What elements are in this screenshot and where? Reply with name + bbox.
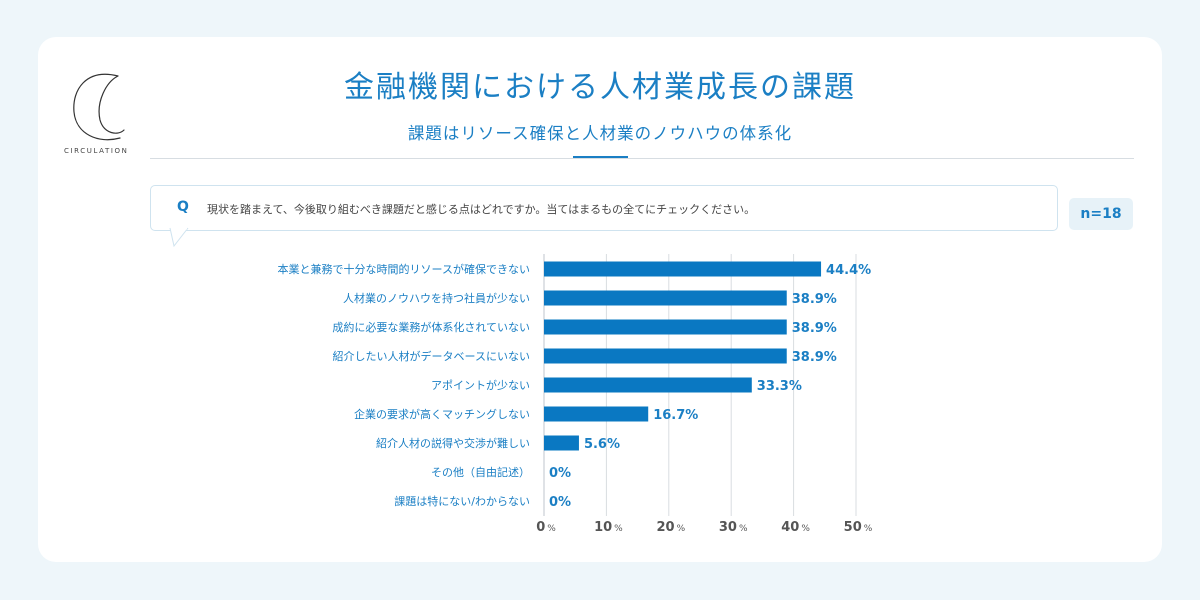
x-tick-label: 50% (844, 520, 873, 535)
category-label: 人材業のノウハウを持つ社員が少ない (343, 291, 530, 305)
x-tick-label: 0% (536, 520, 556, 535)
circulation-logo-icon (73, 73, 125, 141)
chart-bars (544, 261, 822, 451)
category-label: 紹介人材の説得や交渉が難しい (376, 436, 530, 450)
category-label: その他（自由記述） (431, 465, 530, 479)
category-label: 課題は特にない/わからない (394, 494, 530, 508)
value-label: 16.7% (653, 408, 698, 423)
sample-size-badge: n=18 (1069, 198, 1133, 230)
question-text: 現状を踏まえて、今後取り組むべき課題だと感じる点はどれですか。当てはまるもの全て… (207, 203, 756, 216)
x-tick-label: 20% (656, 520, 685, 535)
category-label: 企業の要求が高くマッチングしない (354, 407, 530, 421)
question-label: Q (177, 199, 189, 215)
logo-wordmark: CIRCULATION (64, 147, 129, 155)
value-label: 0% (549, 466, 571, 481)
value-label: 38.9% (792, 321, 837, 336)
bar (544, 261, 822, 277)
header-divider-accent (573, 156, 628, 158)
category-label: 紹介したい人材がデータベースにいない (333, 349, 530, 363)
header-divider (150, 158, 1134, 159)
chart-labels: 0% 10% 20% 30% 40% 50 % 本業と兼務で十分な時間的リソースが確保できない… (278, 262, 873, 535)
bar (544, 319, 787, 335)
bar (544, 406, 649, 422)
bar (544, 290, 787, 306)
bar (544, 377, 752, 393)
page-subtitle: 課題はリソース確保と人材業のノウハウの体系化 (407, 124, 793, 143)
x-tick-label: 40% (781, 520, 810, 535)
page-title: 金融機関における人材業成長の課題 (344, 70, 856, 105)
category-label: 本業と兼務で十分な時間的リソースが確保できない (278, 262, 530, 276)
value-label: 5.6% (584, 437, 620, 452)
category-label: 成約に必要な業務が体系化されていない (332, 320, 530, 334)
value-label: 0% (549, 495, 571, 510)
value-label: 38.9% (792, 350, 837, 365)
question-box: Q 現状を踏まえて、今後取り組むべき課題だと感じる点はどれですか。当てはまるもの… (150, 185, 1058, 231)
value-label: 44.4% (826, 263, 871, 278)
x-tick-label: 30% (719, 520, 748, 535)
value-label: 38.9% (792, 292, 837, 307)
bar (544, 435, 579, 451)
bar (544, 348, 787, 364)
value-label: 33.3% (757, 379, 802, 394)
speech-bubble-tail-icon (169, 227, 189, 248)
category-label: アポイントが少ない (431, 378, 530, 392)
x-tick-label: 10% (594, 520, 623, 535)
